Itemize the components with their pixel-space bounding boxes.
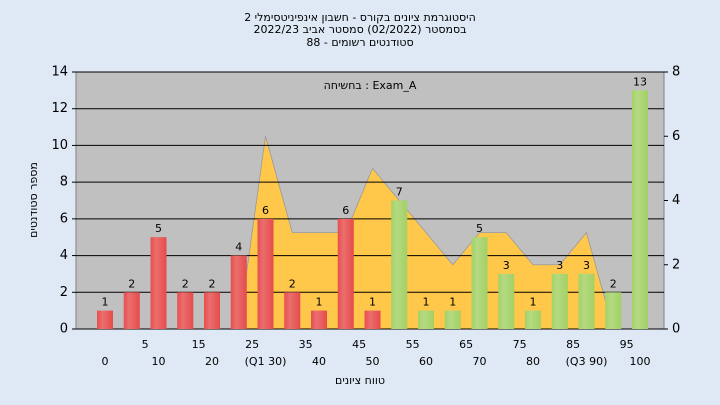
y2-tick-label: 6: [672, 129, 680, 144]
y-tick-label: 8: [60, 175, 68, 190]
bar-shade: [97, 310, 113, 329]
bar-shade: [204, 292, 220, 329]
y-tick-label: 6: [60, 211, 68, 226]
x-tick-label: 20: [205, 355, 219, 368]
bar-shade: [578, 273, 595, 329]
y2-tick-label: 8: [672, 65, 680, 80]
bar-shade: [284, 292, 301, 329]
area: [238, 136, 614, 330]
x-tick-label: 35: [299, 338, 313, 351]
bar-shade: [605, 292, 622, 329]
x-tick-label: 65: [459, 338, 473, 351]
bar-shade: [444, 310, 461, 329]
x-tick-label: 10: [152, 355, 166, 368]
y-tick-label: 14: [51, 65, 68, 80]
annotation: בחשיחה : Exam_A: [324, 79, 417, 92]
bar-shade: [257, 218, 274, 329]
bar-shade: [391, 200, 408, 329]
bar-shade: [471, 237, 488, 329]
bar-shade: [311, 310, 327, 329]
y-tick-label: 10: [51, 138, 68, 153]
x-tick-label: 50: [366, 355, 380, 368]
bar-shade: [551, 273, 568, 329]
bar-shade: [498, 273, 515, 329]
value-label: 2: [128, 277, 135, 290]
x-tick-label: 80: [526, 355, 540, 368]
y2-tick-label: 2: [672, 257, 680, 272]
value-label: 2: [182, 277, 189, 290]
value-label: 1: [369, 296, 376, 309]
chart-subtitle: בסמסטר (02/2022) סמסטר אביב 2022/23: [253, 23, 466, 36]
bar-shade: [230, 255, 247, 329]
x-tick-label: 0: [102, 355, 109, 368]
value-label: 5: [155, 222, 162, 235]
x-axis-label: טווח ציונים: [335, 374, 385, 387]
y2-tick-label: 0: [672, 322, 680, 337]
bar-shade: [123, 292, 140, 329]
value-label: 2: [289, 277, 296, 290]
x-tick-label: 55: [406, 338, 420, 351]
bar-shade: [337, 218, 354, 329]
y-tick-label: 0: [60, 322, 68, 337]
bar-shade: [150, 237, 167, 329]
x-tick-label: (Q3 90): [566, 355, 608, 368]
value-label: 4: [235, 241, 242, 254]
value-label: 6: [262, 204, 269, 217]
bar-shade: [632, 90, 648, 329]
bar-shade: [418, 310, 434, 329]
x-tick-label: 25: [245, 338, 259, 351]
y-axis-label: מספר סטודנטים: [27, 162, 40, 238]
value-label: 3: [556, 259, 563, 272]
value-label: 1: [423, 296, 430, 309]
chart-subtitle: סטודנטים רשומים - 88: [306, 36, 413, 49]
x-tick-label: 85: [566, 338, 580, 351]
value-label: 2: [209, 277, 216, 290]
x-tick-label: (Q1 30): [245, 355, 287, 368]
y-tick-label: 2: [60, 285, 68, 300]
bar-shade: [364, 310, 381, 329]
x-tick-label: 70: [473, 355, 487, 368]
value-label: 3: [583, 259, 590, 272]
x-tick-label: 40: [312, 355, 326, 368]
x-tick-label: 45: [352, 338, 366, 351]
value-label: 1: [102, 296, 109, 309]
chart-title: היסטוגרמת ציונים בקורס - חשבון אינפיניטס…: [244, 11, 476, 24]
value-label: 6: [342, 204, 349, 217]
value-label: 2: [610, 277, 617, 290]
y-tick-label: 4: [60, 248, 68, 263]
value-label: 5: [476, 222, 483, 235]
x-tick-label: 60: [419, 355, 433, 368]
y-tick-label: 12: [51, 101, 68, 116]
value-label: 13: [633, 75, 647, 88]
x-tick-label: 5: [142, 338, 149, 351]
x-tick-label: 100: [630, 355, 651, 368]
value-label: 1: [449, 296, 456, 309]
bar-shade: [177, 292, 194, 329]
value-label: 1: [316, 296, 323, 309]
bar-shade: [525, 310, 541, 329]
x-tick-label: 95: [620, 338, 634, 351]
y2-tick-label: 4: [672, 193, 680, 208]
x-tick-label: 15: [192, 338, 206, 351]
x-tick-label: 75: [513, 338, 527, 351]
value-label: 3: [503, 259, 510, 272]
value-label: 1: [530, 296, 537, 309]
value-label: 7: [396, 186, 403, 199]
